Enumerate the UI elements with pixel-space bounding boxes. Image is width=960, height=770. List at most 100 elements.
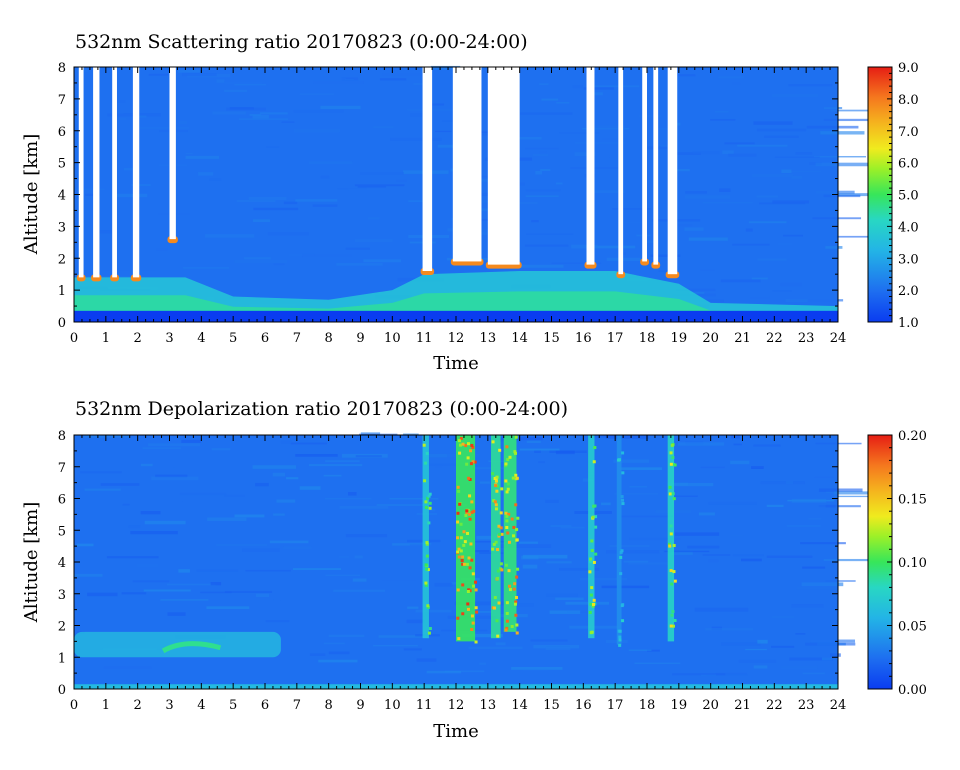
depol-speck xyxy=(457,489,461,493)
texture-cell xyxy=(672,74,696,77)
depol-speck xyxy=(499,526,503,530)
texture-cell xyxy=(572,84,583,89)
depol-speck xyxy=(461,555,465,559)
texture-cell xyxy=(834,495,868,498)
texture-cell xyxy=(670,223,693,227)
depol-speck xyxy=(465,511,469,515)
colorbar-tick-label: 4.0 xyxy=(898,220,919,235)
texture-cell xyxy=(718,76,745,79)
texture-cell xyxy=(84,488,121,491)
texture-cell xyxy=(733,443,742,446)
texture-cell xyxy=(805,642,856,646)
x-tick-label: 4 xyxy=(197,698,205,713)
texture-cell xyxy=(732,243,770,246)
texture-cell xyxy=(830,653,841,657)
texture-cell xyxy=(233,190,259,192)
texture-cell xyxy=(476,228,491,233)
depol-speck xyxy=(505,490,509,494)
texture-cell xyxy=(141,467,175,471)
depol-speck xyxy=(511,476,515,480)
x-tick-label: 20 xyxy=(702,698,719,713)
x-tick-label: 9 xyxy=(356,331,364,346)
depol-speck xyxy=(514,600,518,604)
texture-cell xyxy=(753,665,768,669)
texture-cell xyxy=(179,492,227,496)
texture-cell xyxy=(216,79,225,83)
colorbar-tick-label: 7.0 xyxy=(898,125,919,140)
texture-cell xyxy=(339,556,350,558)
texture-cell xyxy=(535,170,543,175)
texture-cell xyxy=(373,126,394,129)
depol-speck xyxy=(470,443,474,447)
texture-cell xyxy=(687,545,720,549)
colorbar-tick-label: 3.0 xyxy=(898,252,919,267)
depol-speck xyxy=(589,602,593,606)
colorbar-tick-label: 0.00 xyxy=(898,683,927,698)
texture-cell xyxy=(672,673,726,676)
depol-speck xyxy=(514,503,518,507)
y-tick-label: 4 xyxy=(58,556,66,571)
depol-speck xyxy=(496,484,500,488)
texture-cell xyxy=(434,464,443,469)
texture-cell xyxy=(267,231,310,236)
y-tick-label: 2 xyxy=(58,252,66,267)
texture-cell xyxy=(720,279,761,283)
depol-column xyxy=(456,435,479,644)
texture-cell xyxy=(479,662,487,665)
texture-cell xyxy=(724,142,755,145)
texture-cell xyxy=(628,649,652,651)
depol-speck xyxy=(494,540,498,544)
cloud-column xyxy=(586,67,595,265)
depol-speck xyxy=(468,477,472,481)
texture-cell xyxy=(416,658,437,662)
texture-cell xyxy=(760,481,805,485)
texture-cell xyxy=(601,502,611,506)
depol-speck xyxy=(457,637,461,641)
depol-speck xyxy=(621,502,625,506)
texture-cell xyxy=(771,645,795,648)
x-tick-label: 2 xyxy=(134,698,142,713)
texture-cell xyxy=(750,296,770,299)
texture-cell xyxy=(585,245,636,249)
depol-speck xyxy=(670,582,674,586)
y-axis-ticks: 0 1 2 3 4 5 6 7 8 xyxy=(58,429,838,698)
texture-cell xyxy=(579,577,628,581)
texture-cell xyxy=(325,460,360,463)
texture-cell xyxy=(224,494,246,497)
texture-cell xyxy=(814,476,834,479)
texture-cell xyxy=(588,92,603,96)
depol-speck xyxy=(492,542,496,546)
texture-cell xyxy=(274,510,282,514)
depol-speck xyxy=(515,575,519,579)
y-tick-label: 0 xyxy=(58,316,66,331)
texture-cell xyxy=(87,592,118,597)
cloud-column xyxy=(653,67,659,265)
texture-cell xyxy=(120,143,158,147)
texture-cell xyxy=(462,131,509,134)
depol-speck xyxy=(505,611,509,615)
texture-cell xyxy=(148,73,169,76)
depol-speck xyxy=(463,540,467,544)
cloud-column xyxy=(169,67,176,240)
y-tick-label: 6 xyxy=(58,125,66,140)
texture-cell xyxy=(163,172,199,176)
texture-cell xyxy=(434,582,453,587)
texture-cell xyxy=(656,580,669,584)
texture-cell xyxy=(731,435,740,439)
depol-speck xyxy=(504,479,508,483)
texture-cell xyxy=(700,299,724,303)
texture-cell xyxy=(283,546,312,550)
texture-cell xyxy=(293,109,344,113)
depol-speck xyxy=(590,539,594,543)
texture-cell xyxy=(156,247,168,251)
texture-cell xyxy=(80,471,122,474)
depol-speck xyxy=(459,437,463,441)
depol-speck xyxy=(592,460,596,464)
texture-cell xyxy=(660,145,673,147)
depol-speck xyxy=(505,601,509,605)
colorbar: 0.00 0.05 0.10 0.15 0.20 xyxy=(867,429,927,698)
texture-cell xyxy=(541,98,559,101)
depol-speck xyxy=(491,472,495,476)
depol-speck xyxy=(593,446,597,450)
x-tick-label: 22 xyxy=(766,698,783,713)
